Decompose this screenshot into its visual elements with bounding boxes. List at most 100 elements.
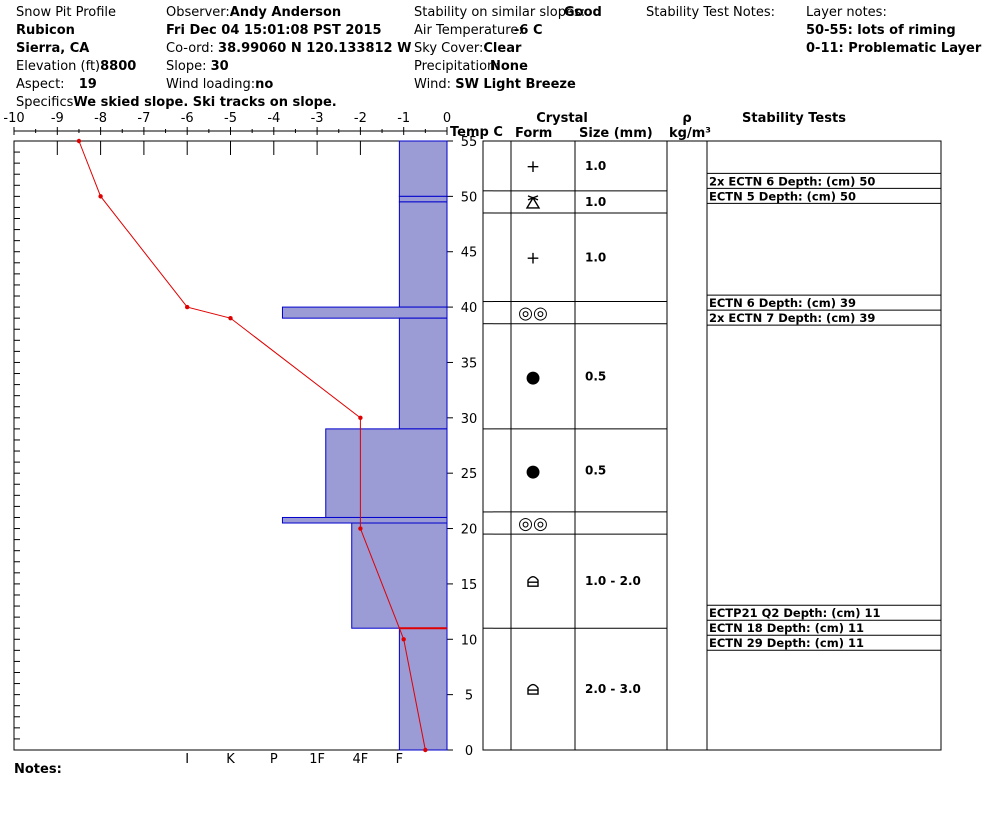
hardness-label: 1F [309,752,325,767]
depth-hoar-icon [527,575,539,587]
sky-field: Sky Cover:Clear [414,40,521,58]
crystal-size: 1.0 [585,195,606,209]
profile-title: Snow Pit Profile [16,5,117,20]
air-temp-label: Air Temperature: [414,23,523,38]
depth-tick-label: 50 [461,190,478,205]
observer-value: Andy Anderson [229,5,342,20]
depth-hoar-icon [527,683,539,695]
stability-test-entry: ECTN 18 Depth: (cm) 11 [709,621,864,635]
hardness-label: 4F [353,752,369,767]
crystal-size: 1.0 [585,159,606,173]
layer-note-2: 0-11: Problematic Layer [806,41,982,56]
hardness-bar [398,140,448,197]
sky-label: Sky Cover: [414,41,484,56]
temperature-point [358,415,363,421]
crystal-header: Crystal [536,111,588,126]
wind-value: SW Light Breeze [455,77,576,92]
crystal-form-symbol: + [526,157,540,177]
elevation-field: Elevation (ft)8800 [16,58,136,76]
crystal-size: 1.0 - 2.0 [585,574,641,588]
stability-test-entry: ECTN 5 Depth: (cm) 50 [709,189,856,203]
density-unit-header: kg/m³ [669,126,711,141]
slope-field: Slope: 30 [166,58,229,76]
stability-test-entry: ECTN 29 Depth: (cm) 11 [709,636,864,650]
depth-tick-label: 40 [461,301,478,316]
layer-note-1: 50-55: lots of riming [806,23,956,38]
temp-axis-label: Temp C [450,125,503,140]
density-header: ρ [682,111,691,126]
temperature-line [78,140,426,751]
depth-tick-label: 20 [461,523,478,538]
temperature-point [185,304,190,310]
aspect-value: 19 [78,77,97,92]
temperature-point [423,747,428,753]
hardness-bar [281,516,448,524]
form-header: Form [515,126,552,141]
elevation-value: 8800 [100,59,137,74]
temp-tick-label: -6 [181,111,194,126]
temp-tick-label: 0 [443,111,451,126]
depth-tick-label: 15 [461,578,478,593]
specifics-label: Specifics [16,95,74,110]
depth-tick-label: 35 [461,356,478,371]
hardness-label: P [270,752,278,767]
temperature-point [401,637,406,642]
aspect-label: Aspect: [16,77,65,92]
hardness-bar [325,428,448,518]
air-temp-value: -6 C [514,23,543,38]
crystal-table-frame [482,140,942,751]
temp-tick-label: -7 [137,111,150,126]
depth-tick-label: 10 [461,633,478,648]
precip-label: Precipitation: [414,59,500,74]
depth-tick-label: 30 [461,412,478,427]
hardness-label: K [226,752,235,767]
depth-tick-label: 55 [461,135,478,150]
stability-test-entry: 2x ECTN 6 Depth: (cm) 50 [709,174,875,188]
location-name: Rubicon [16,23,75,38]
hardness-bar [398,195,448,203]
crystal-form-symbol: ● [526,461,541,481]
crystal-form-symbol: ● [526,367,541,387]
temp-tick-label: -10 [3,111,24,126]
hardness-bar [398,317,448,430]
temp-tick-label: -1 [397,111,410,126]
crystal-size: 1.0 [585,250,606,264]
hardness-label: I [185,752,189,767]
stability-test-entry: ECTN 6 Depth: (cm) 39 [709,296,856,310]
hardness-bar [398,201,448,308]
crystal-form-symbol: ◎◎ [518,304,548,324]
depth-tick-label: 0 [465,744,473,759]
stability-test-entry: ECTP21 Q2 Depth: (cm) 11 [709,606,881,620]
stability-label: Stability on similar slopes: [414,5,586,20]
crystal-size: 0.5 [585,369,606,383]
size-header: Size (mm) [579,126,653,141]
wind-label: Wind: [414,77,452,92]
stability-value: Good [564,5,602,20]
wind-loading-field: Wind loading:no [166,76,273,94]
hardness-bar [281,306,448,319]
temp-tick-label: -8 [94,111,107,126]
layer-notes-label: Layer notes: [806,5,887,20]
wind-loading-label: Wind loading: [166,77,256,92]
crystal-size: 0.5 [585,463,606,477]
depth-tick-label: 25 [461,467,478,482]
hardness-label: F [396,752,403,767]
observer-field: Observer:Andy Anderson [166,4,341,22]
coord-value: 38.99060 N 120.133812 W [218,41,412,56]
aspect-field: Aspect: 19 [16,76,97,94]
slope-label: Slope: [166,59,207,74]
temp-tick-label: -3 [311,111,324,126]
surface-hoar-icon [525,195,541,209]
coord-label: Co-ord: [166,41,214,56]
hardness-bar [351,522,448,629]
temp-tick-label: -5 [224,111,237,126]
depth-tick-label: 45 [461,246,478,261]
observation-datetime: Fri Dec 04 15:01:08 PST 2015 [166,23,382,38]
stability-notes-label: Stability Test Notes: [646,5,775,20]
elevation-label: Elevation (ft) [16,59,101,74]
crystal-form-symbol: ◎◎ [518,514,548,534]
observer-label: Observer: [166,5,230,20]
specifics-value: We skied slope. Ski tracks on slope. [73,95,337,110]
stability-test-entry: 2x ECTN 7 Depth: (cm) 39 [709,311,875,325]
slope-value: 30 [210,59,229,74]
